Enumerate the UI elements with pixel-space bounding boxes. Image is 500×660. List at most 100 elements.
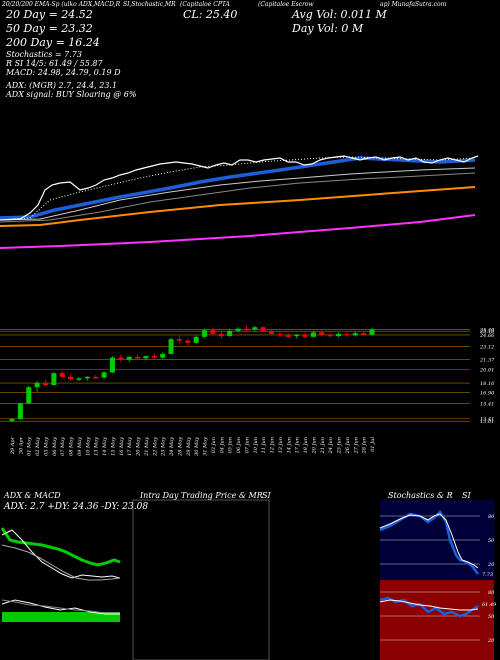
x-tick-label: 21 May — [144, 437, 150, 457]
header-top-2: SI,Stochastic,MR — [123, 1, 176, 8]
x-tick-label: 17 Jun — [295, 437, 301, 453]
candle-body — [93, 376, 99, 379]
candle-body — [185, 340, 191, 343]
candle-body — [277, 333, 283, 336]
y-tick-label: 16.90 — [480, 390, 495, 396]
rsi-tick-label: 50 — [488, 614, 495, 620]
ema20-line — [0, 156, 476, 220]
stoch-label: Stochastics = 7.73 — [6, 50, 82, 59]
x-tick-label: 10 Jun — [253, 437, 259, 453]
stoch-panel-title: Stochastics & R — [388, 491, 453, 500]
x-tick-label: 03 Jun — [211, 437, 217, 453]
macd-signal-line — [1, 599, 120, 614]
x-tick-label: 27 Jun — [353, 437, 359, 454]
x-tick-label: 14 May — [102, 437, 108, 456]
adx-minus-di-line — [1, 529, 121, 579]
avg-vol-label: Avg Vol: 0.011 M — [292, 8, 387, 21]
candle-body — [218, 333, 224, 337]
x-tick-label: 07 May — [60, 437, 66, 456]
candle-body — [118, 357, 124, 360]
adx-line — [1, 544, 121, 581]
candle-body — [109, 357, 115, 373]
macd-histogram — [2, 612, 120, 622]
x-tick-label: 22 May — [152, 437, 158, 457]
candle-body — [327, 334, 333, 337]
candle-body — [319, 332, 325, 335]
y-tick-label: 24.66 — [479, 333, 495, 339]
macd-line — [1, 599, 120, 615]
candle-body — [9, 419, 15, 422]
x-tick-label: 30 May — [194, 437, 200, 456]
x-tick-label: 03 May — [43, 437, 49, 456]
x-tick-label: 25 Jun — [337, 437, 343, 454]
ema50-line — [0, 167, 476, 221]
stoch-tick-label: 50 — [488, 538, 495, 544]
candle-body — [243, 328, 249, 331]
ema50-label: 50 Day = 23.32 — [6, 22, 93, 35]
x-tick-label: 26 Jun — [345, 437, 351, 454]
candle-body — [252, 327, 258, 330]
y-tick-label: 25.16 — [479, 329, 495, 335]
x-tick-label: 28 Jun — [362, 437, 368, 454]
y-tick-label: 13.41 — [480, 416, 494, 422]
stoch-panel-si: SI — [462, 491, 471, 500]
rsi-signal-line — [379, 599, 479, 611]
x-tick-label: 02 May — [35, 437, 41, 456]
x-tick-label: 01 May — [27, 437, 33, 456]
x-tick-label: 13 Jun — [278, 437, 284, 453]
adx-panel-title: ADX & MACD — [4, 491, 61, 500]
x-tick-label: 07 Jun — [244, 437, 250, 453]
x-tick-label: 05 Jun — [228, 437, 234, 453]
candle-body — [151, 356, 157, 358]
y-tick-label: 21.37 — [479, 357, 495, 363]
adx-plus-di-line — [0, 527, 121, 567]
candle-body — [42, 382, 48, 385]
candle-body — [143, 356, 149, 359]
candle-body — [202, 330, 208, 337]
candle-body — [269, 330, 275, 334]
candle-body — [76, 378, 82, 380]
y-tick-label: 23.12 — [479, 344, 494, 350]
candle-body — [160, 353, 166, 358]
x-tick-label: 29 May — [186, 437, 192, 457]
x-tick-label: 12 Jun — [270, 437, 276, 453]
candle-body — [17, 403, 23, 420]
macd-label: MACD: 24.98, 24.79, 0.19 D — [6, 68, 121, 77]
adx-panel-values: ADX: 2.7 +DY: 24.36 -DY: 23.08 — [4, 502, 149, 512]
intra-day-panel — [132, 499, 270, 660]
candle-body — [210, 330, 216, 334]
stoch-last-label: 7.73 — [482, 572, 493, 578]
candle-body — [135, 356, 141, 359]
candle-body — [34, 382, 40, 388]
y-tick-label: 15.41 — [480, 401, 494, 407]
x-tick-label: 21 Jun — [320, 437, 326, 454]
candle-body — [193, 336, 199, 343]
x-tick-label: 29 Apr — [10, 436, 16, 455]
x-tick-label: 16 May — [119, 437, 125, 456]
stoch-tick-label: 20 — [487, 562, 495, 568]
candle-body — [260, 327, 266, 331]
header-top-1: 20/20/200 EMA-Sp (ulko ADX,MACD,R — [2, 1, 121, 8]
x-tick-label: 11 Jun — [261, 437, 267, 453]
x-tick-label: 14 Jun — [286, 437, 292, 453]
x-tick-label: 04 Jun — [219, 437, 225, 453]
ema200-line — [0, 186, 476, 227]
x-tick-label: 18 Jun — [303, 437, 309, 453]
candle-body — [352, 333, 358, 336]
intra-panel-title: Intra Day Trading Price & MR — [140, 491, 263, 500]
x-tick-label: 13 May — [94, 437, 100, 456]
x-tick-label: 23 May — [161, 437, 167, 457]
close-label: CL: 25.40 — [183, 8, 238, 21]
rsi-panel — [380, 580, 494, 660]
day-vol-label: Day Vol: 0 M — [292, 22, 364, 35]
header-top-3: (Capitaloe CPTA — [180, 1, 230, 8]
x-tick-label: 20 May — [136, 437, 142, 457]
header-top-5: ap) MunafaSutra.com — [380, 1, 447, 8]
x-tick-label: 24 Jun — [328, 437, 334, 454]
y-tick-label: 13.01 — [480, 419, 494, 425]
rsi-last-label: 61.49 — [482, 602, 497, 608]
candle-body — [285, 335, 291, 337]
candle-body — [168, 339, 174, 354]
candle-body — [26, 387, 32, 404]
rsi-tick-label: 80 — [488, 590, 495, 596]
